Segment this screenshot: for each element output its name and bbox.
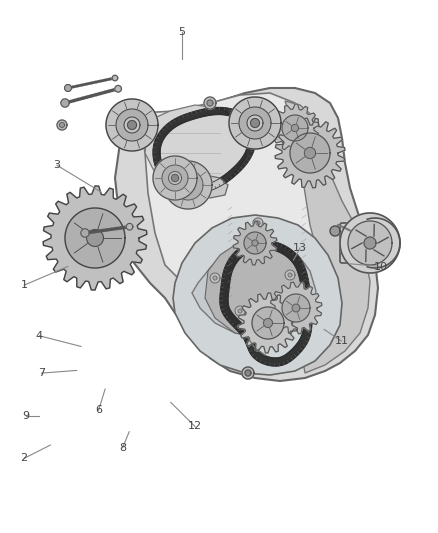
Polygon shape — [171, 174, 179, 182]
Polygon shape — [235, 306, 245, 316]
Polygon shape — [61, 99, 65, 103]
Polygon shape — [43, 186, 147, 290]
Polygon shape — [252, 307, 284, 339]
Text: 10: 10 — [374, 262, 388, 271]
Polygon shape — [83, 229, 87, 233]
Polygon shape — [205, 239, 308, 338]
Polygon shape — [127, 120, 137, 130]
Polygon shape — [85, 229, 89, 233]
Text: 11: 11 — [335, 336, 349, 346]
Polygon shape — [184, 181, 192, 189]
Polygon shape — [116, 109, 148, 141]
Polygon shape — [68, 85, 71, 88]
Polygon shape — [253, 218, 263, 228]
Polygon shape — [256, 221, 260, 225]
Polygon shape — [140, 93, 320, 301]
Polygon shape — [63, 103, 67, 107]
Polygon shape — [57, 120, 67, 130]
Polygon shape — [340, 213, 400, 273]
Polygon shape — [242, 367, 254, 379]
Polygon shape — [145, 105, 248, 195]
Polygon shape — [292, 304, 300, 312]
Polygon shape — [285, 101, 370, 373]
Text: 9: 9 — [23, 411, 30, 421]
Polygon shape — [282, 294, 310, 322]
Polygon shape — [66, 85, 70, 88]
Polygon shape — [244, 232, 266, 254]
Polygon shape — [304, 148, 316, 159]
Polygon shape — [81, 229, 85, 233]
Polygon shape — [238, 309, 242, 313]
Polygon shape — [64, 88, 68, 91]
Polygon shape — [220, 241, 312, 366]
Polygon shape — [126, 223, 133, 230]
FancyBboxPatch shape — [340, 223, 374, 263]
Polygon shape — [213, 276, 217, 280]
Polygon shape — [162, 165, 188, 191]
Polygon shape — [85, 233, 89, 237]
Polygon shape — [192, 241, 316, 337]
Polygon shape — [68, 88, 71, 91]
Polygon shape — [164, 161, 212, 209]
Polygon shape — [271, 104, 319, 152]
Polygon shape — [330, 226, 340, 236]
Text: 13: 13 — [293, 243, 307, 253]
Text: 6: 6 — [95, 406, 102, 415]
Text: 7: 7 — [38, 368, 45, 378]
Polygon shape — [270, 282, 322, 334]
Polygon shape — [87, 230, 103, 246]
Polygon shape — [106, 99, 158, 151]
Polygon shape — [64, 85, 68, 88]
Polygon shape — [115, 88, 378, 381]
Polygon shape — [238, 293, 298, 353]
Polygon shape — [245, 370, 251, 376]
Polygon shape — [65, 99, 69, 103]
Polygon shape — [81, 233, 85, 237]
Text: 1: 1 — [21, 280, 28, 290]
Polygon shape — [239, 107, 271, 139]
Polygon shape — [65, 103, 69, 107]
Polygon shape — [63, 99, 67, 103]
Polygon shape — [60, 123, 64, 127]
Polygon shape — [65, 208, 125, 268]
Text: 3: 3 — [53, 160, 60, 170]
Text: 5: 5 — [178, 27, 185, 37]
Text: 12: 12 — [188, 422, 202, 431]
Polygon shape — [291, 124, 299, 132]
Polygon shape — [83, 233, 87, 237]
Polygon shape — [348, 221, 392, 265]
Text: 2: 2 — [21, 454, 28, 463]
Polygon shape — [210, 273, 220, 283]
Polygon shape — [112, 75, 118, 81]
Polygon shape — [115, 85, 121, 92]
Polygon shape — [251, 118, 259, 127]
Polygon shape — [61, 103, 65, 107]
Polygon shape — [364, 237, 376, 249]
Polygon shape — [153, 156, 197, 200]
Polygon shape — [288, 273, 292, 277]
Polygon shape — [66, 88, 70, 91]
Polygon shape — [273, 309, 277, 313]
Polygon shape — [252, 240, 258, 246]
Polygon shape — [285, 270, 295, 280]
Polygon shape — [207, 100, 213, 106]
Text: 8: 8 — [119, 443, 126, 453]
Polygon shape — [282, 115, 308, 141]
Polygon shape — [153, 108, 256, 195]
Polygon shape — [173, 170, 203, 200]
Polygon shape — [264, 319, 272, 327]
Polygon shape — [290, 133, 330, 173]
Text: 4: 4 — [36, 331, 43, 341]
Polygon shape — [173, 215, 342, 375]
Polygon shape — [270, 306, 280, 316]
Polygon shape — [275, 118, 345, 188]
Polygon shape — [233, 221, 277, 265]
Polygon shape — [204, 97, 216, 109]
Polygon shape — [195, 175, 228, 198]
Polygon shape — [229, 97, 281, 149]
